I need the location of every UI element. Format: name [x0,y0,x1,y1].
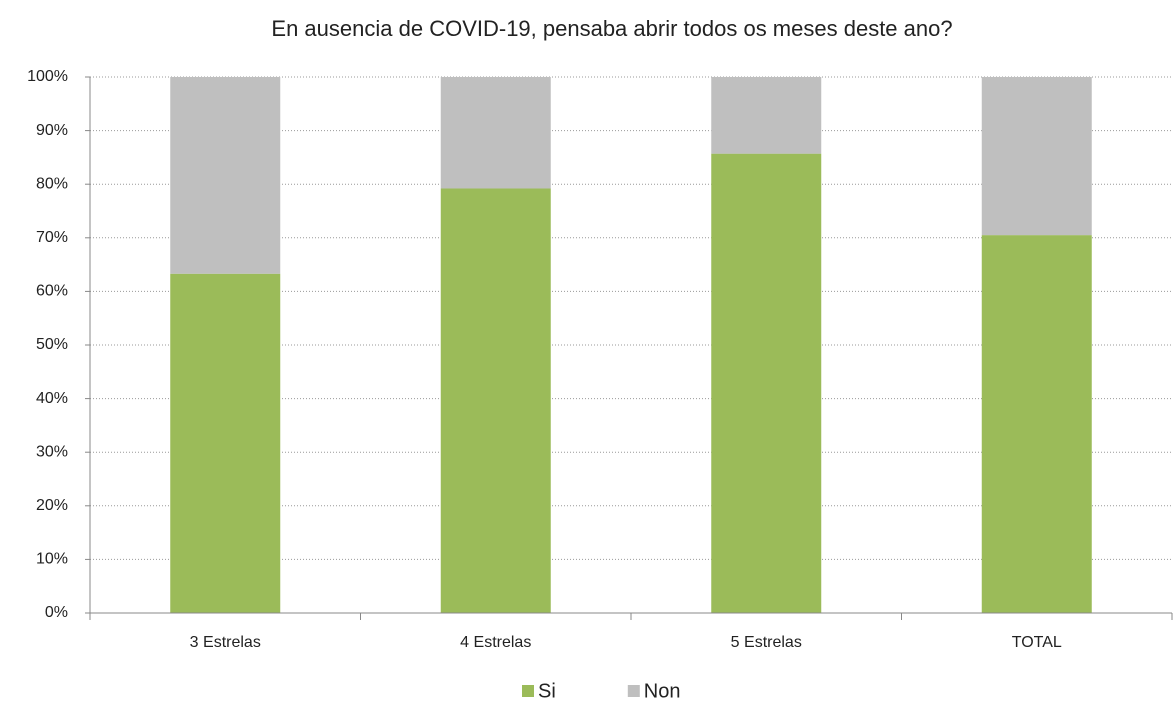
y-tick-label: 90% [36,122,68,139]
x-tick-label: 5 Estrelas [731,634,802,651]
legend-label: Si [538,680,556,701]
bar-segment [440,77,551,189]
y-tick-label: 60% [36,283,68,300]
y-tick-label: 40% [36,390,68,407]
y-tick-label: 0% [45,604,68,621]
y-tick-label: 20% [36,497,68,514]
bar-segment [170,273,281,613]
bar-segment [711,153,822,613]
bar-segment [440,188,551,613]
y-tick-label: 80% [36,175,68,192]
chart-title: En ausencia de COVID-19, pensaba abrir t… [271,16,952,41]
y-tick-label: 70% [36,229,68,246]
legend-swatch [627,685,640,697]
y-tick-label: 100% [27,68,68,85]
y-tick-label: 50% [36,336,68,353]
legend-label: Non [644,680,681,701]
y-tick-label: 10% [36,551,68,568]
x-tick-label: 4 Estrelas [460,634,531,651]
bar-segment [711,77,822,154]
bar-segment [981,77,1092,236]
bar-segment [170,77,281,274]
y-tick-label: 30% [36,443,68,460]
legend-swatch [522,685,534,697]
bar-segment [981,235,1092,613]
x-tick-label: TOTAL [1012,634,1062,651]
x-tick-label: 3 Estrelas [190,634,261,651]
